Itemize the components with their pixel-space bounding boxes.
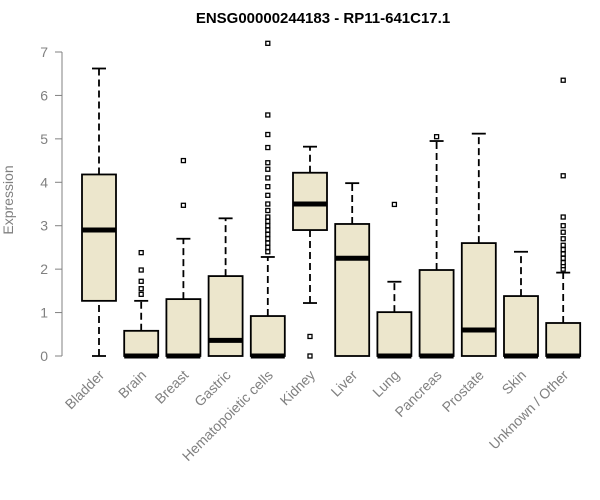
outlier-point: [265, 183, 271, 190]
outlier-point: [265, 112, 271, 118]
outlier-point: [138, 249, 144, 256]
x-tick-label: Lung: [369, 367, 402, 400]
outlier-point: [138, 291, 144, 297]
x-tick-label: Brain: [115, 367, 149, 401]
x-tick-label: Kidney: [277, 367, 319, 409]
outlier-point: [265, 236, 271, 242]
outlier-point: [138, 278, 144, 284]
y-axis: 0 1 2 3 4 5 6 7: [40, 44, 63, 364]
x-tick-label: Breast: [152, 367, 192, 407]
outlier-point: [265, 223, 271, 229]
outlier-point: [560, 255, 566, 261]
outlier-point: [560, 214, 566, 220]
box-bladder: [81, 67, 117, 357]
iqr-box: [292, 171, 328, 231]
box-liver: [334, 182, 371, 357]
outlier-point: [265, 175, 271, 181]
box-pancreas: [418, 134, 455, 359]
iqr-box: [249, 315, 286, 357]
y-tick-label: 4: [40, 174, 48, 190]
x-tick-label: Prostate: [439, 367, 487, 415]
outlier-point: [560, 246, 566, 253]
outlier-point: [265, 166, 271, 172]
x-tick-label: Skin: [499, 367, 530, 398]
outlier-point: [265, 201, 271, 207]
outlier-point: [307, 353, 313, 359]
y-axis-label: Expression: [0, 165, 16, 234]
y-tick-label: 1: [40, 305, 48, 321]
y-tick-label: 3: [40, 218, 48, 234]
outlier-point: [391, 201, 398, 208]
x-tick-label: Bladder: [62, 367, 108, 413]
box-skin: [503, 250, 539, 359]
iqr-box: [207, 275, 244, 357]
y-tick-label: 7: [40, 44, 48, 60]
iqr-box: [545, 322, 582, 357]
outlier-point: [265, 218, 271, 225]
outlier-point: [560, 259, 566, 266]
box-hematopoietic-cells: [249, 40, 286, 359]
box-lung: [376, 201, 413, 359]
iqr-box: [418, 269, 455, 357]
y-tick-label: 0: [40, 348, 48, 364]
iqr-box: [503, 295, 539, 357]
outlier-point: [180, 157, 187, 164]
iqr-box: [376, 311, 413, 357]
iqr-box: [460, 242, 497, 357]
outlier-point: [560, 77, 566, 83]
box-unknown-other: [545, 77, 582, 359]
outlier-point: [138, 286, 144, 292]
outlier-point: [265, 160, 271, 166]
box-gastric: [207, 217, 244, 357]
box-kidney: [292, 145, 328, 359]
y-tick-label: 5: [40, 131, 48, 147]
outlier-point: [560, 229, 566, 235]
outlier-point: [265, 144, 271, 151]
outlier-point: [180, 202, 187, 208]
iqr-box: [165, 298, 202, 357]
outlier-point: [560, 223, 566, 229]
outlier-point: [265, 192, 271, 198]
x-tick-label: Pancreas: [392, 367, 445, 420]
x-tick-label: Unknown / Other: [486, 367, 572, 453]
box-breast: [165, 157, 202, 359]
outlier-point: [265, 131, 271, 138]
outlier-point: [138, 267, 144, 273]
outlier-point: [560, 251, 566, 257]
outlier-point: [307, 333, 313, 340]
outlier-point: [560, 173, 566, 179]
outlier-point: [265, 244, 271, 251]
x-tick-label: Liver: [328, 367, 361, 400]
y-tick-label: 6: [40, 87, 48, 103]
iqr-box: [81, 173, 117, 302]
y-tick-label: 2: [40, 261, 48, 277]
iqr-box: [123, 329, 160, 357]
outlier-point: [265, 227, 271, 233]
box-prostate: [460, 132, 497, 357]
outlier-point: [265, 40, 271, 46]
outlier-point: [560, 236, 566, 242]
outlier-point: [265, 240, 271, 246]
chart-title: ENSG00000244183 - RP11-641C17.1: [196, 10, 450, 27]
boxes: [81, 40, 582, 359]
box-brain: [123, 249, 160, 359]
outlier-point: [265, 207, 271, 214]
iqr-box: [334, 223, 371, 357]
outlier-point: [265, 214, 271, 220]
outlier-point: [265, 249, 271, 255]
outlier-point: [433, 134, 440, 140]
outlier-point: [560, 242, 566, 248]
outlier-point: [265, 231, 271, 238]
